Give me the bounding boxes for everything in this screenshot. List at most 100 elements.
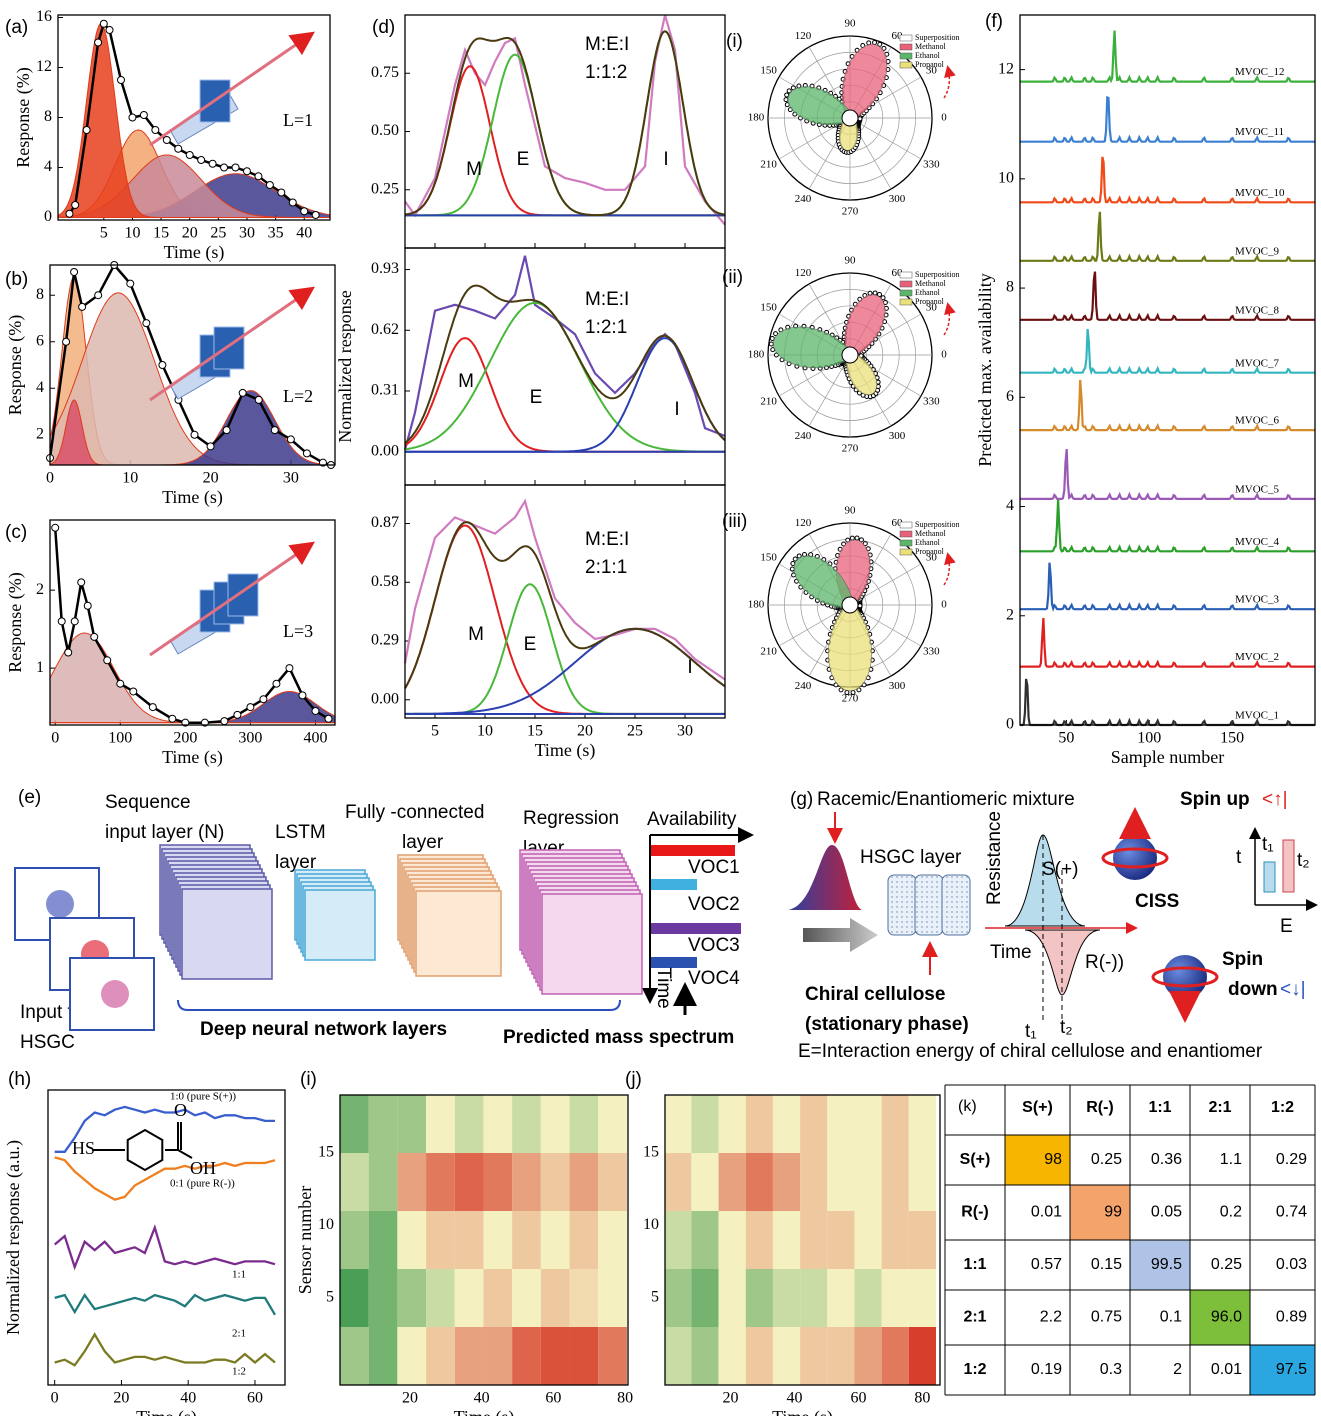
x-tick-label: 200 — [173, 730, 197, 747]
icon-arrow — [149, 286, 315, 402]
x-tick-label: 50 — [1058, 730, 1074, 747]
heat-cell — [745, 1269, 773, 1327]
x-tick-label: 5 — [100, 225, 108, 242]
row-header: S(+) — [960, 1151, 991, 1168]
angle-label: 330 — [923, 396, 940, 408]
measured-point — [148, 703, 157, 712]
x-axis-label: Time (s) — [454, 1407, 515, 1416]
superposition-dot — [773, 331, 779, 337]
trace-label: MVOC_5 — [1235, 483, 1280, 495]
cell: 96.0 — [1211, 1309, 1242, 1326]
peak-label: M — [458, 371, 474, 392]
heat-cell — [772, 1269, 801, 1327]
cell: 2 — [1173, 1361, 1182, 1378]
superposition-dot — [783, 97, 789, 103]
superposition-dot — [844, 690, 850, 696]
heat-cell — [340, 1211, 369, 1269]
measured-point — [190, 430, 199, 439]
y-tick-label: 5 — [651, 1289, 659, 1306]
column-header: 1:2 — [1271, 1099, 1294, 1116]
x-tick-label: 80 — [914, 1390, 930, 1407]
angle-label: 150 — [760, 65, 777, 77]
heat-cell — [691, 1269, 719, 1327]
trace — [1020, 449, 1315, 500]
superposition-dot — [850, 690, 856, 696]
plot-frame — [47, 1089, 286, 1386]
trace — [53, 1224, 276, 1271]
legend-swatch — [899, 52, 913, 60]
y-tick-label: 0.31 — [371, 382, 399, 399]
angle-label: 180 — [748, 599, 765, 611]
heat-cell — [772, 1153, 801, 1211]
measured-point — [99, 19, 108, 28]
layer-label: layer — [275, 852, 317, 873]
x-tick-label: 10 — [124, 225, 140, 242]
heat-cell — [745, 1327, 773, 1385]
cell: 0.29 — [1276, 1151, 1307, 1168]
measured-point — [82, 126, 91, 134]
heat-cell — [854, 1327, 882, 1385]
atom-label: HS — [72, 1138, 95, 1158]
peak — [1004, 834, 1086, 927]
fit-sum — [404, 30, 726, 217]
heat-cell — [691, 1211, 719, 1269]
inset-label: t — [1236, 847, 1242, 868]
icon-arrow — [149, 541, 315, 657]
measured-point — [142, 319, 151, 328]
heat-cell — [483, 1327, 513, 1385]
legend-label: Ethanol — [915, 288, 941, 297]
fit-component — [404, 337, 725, 453]
legend-label: Superposition — [915, 520, 959, 529]
heat-cell — [426, 1269, 455, 1327]
superposition-dot — [792, 556, 798, 562]
heat-cell — [512, 1327, 541, 1385]
plot-frame — [49, 264, 336, 466]
heat-cell — [854, 1153, 882, 1211]
spin-ball — [1163, 955, 1207, 999]
angle-label: 300 — [889, 193, 906, 205]
heat-cell — [483, 1153, 513, 1211]
polar-center — [841, 109, 859, 127]
heat-cell — [426, 1095, 455, 1153]
heat-cell — [881, 1327, 909, 1385]
cell-highlight — [1250, 1345, 1315, 1395]
y-axis-label: Response (%) — [5, 572, 26, 672]
molecule-bonds — [92, 1122, 193, 1159]
trace — [1020, 156, 1315, 204]
axis-label: Time — [990, 942, 1032, 963]
x-tick-label: 30 — [239, 225, 255, 242]
x-axis-label: Time (s) — [772, 1407, 833, 1416]
polar-spoke — [849, 117, 922, 160]
measured-point — [71, 201, 80, 209]
caption: (stationary phase) — [805, 1014, 969, 1035]
heat-cell — [540, 1269, 570, 1327]
panel-label: (f) — [985, 11, 1003, 32]
heat-cell — [426, 1211, 455, 1269]
measured-point — [286, 435, 295, 444]
heat-cell — [745, 1211, 773, 1269]
trace — [1020, 328, 1315, 376]
measured-point — [174, 144, 183, 153]
measured-line — [403, 498, 726, 681]
molecule-ring — [126, 1128, 164, 1172]
cell: 0.57 — [1031, 1256, 1062, 1273]
measured-point — [220, 163, 229, 172]
heat-cell — [512, 1153, 541, 1211]
heat-cell — [745, 1153, 773, 1211]
x-axis-label: Time (s) — [164, 242, 225, 263]
measured-line — [404, 14, 726, 226]
heat-cell — [691, 1153, 719, 1211]
trace-label: MVOC_3 — [1235, 594, 1280, 606]
heat-cell — [426, 1153, 455, 1211]
x-tick-label: 40 — [296, 225, 312, 242]
layer-stacks — [14, 844, 643, 1031]
heat-cell — [340, 1269, 369, 1327]
heat-cell — [598, 1269, 627, 1327]
angle-label: 330 — [923, 159, 940, 171]
x-tick-label: 400 — [303, 730, 327, 747]
legend-swatch — [899, 61, 913, 69]
heat-cell — [881, 1153, 909, 1211]
x-tick-label: 10 — [122, 470, 138, 487]
trace-label: MVOC_8 — [1235, 304, 1280, 316]
measured-point — [94, 291, 103, 300]
